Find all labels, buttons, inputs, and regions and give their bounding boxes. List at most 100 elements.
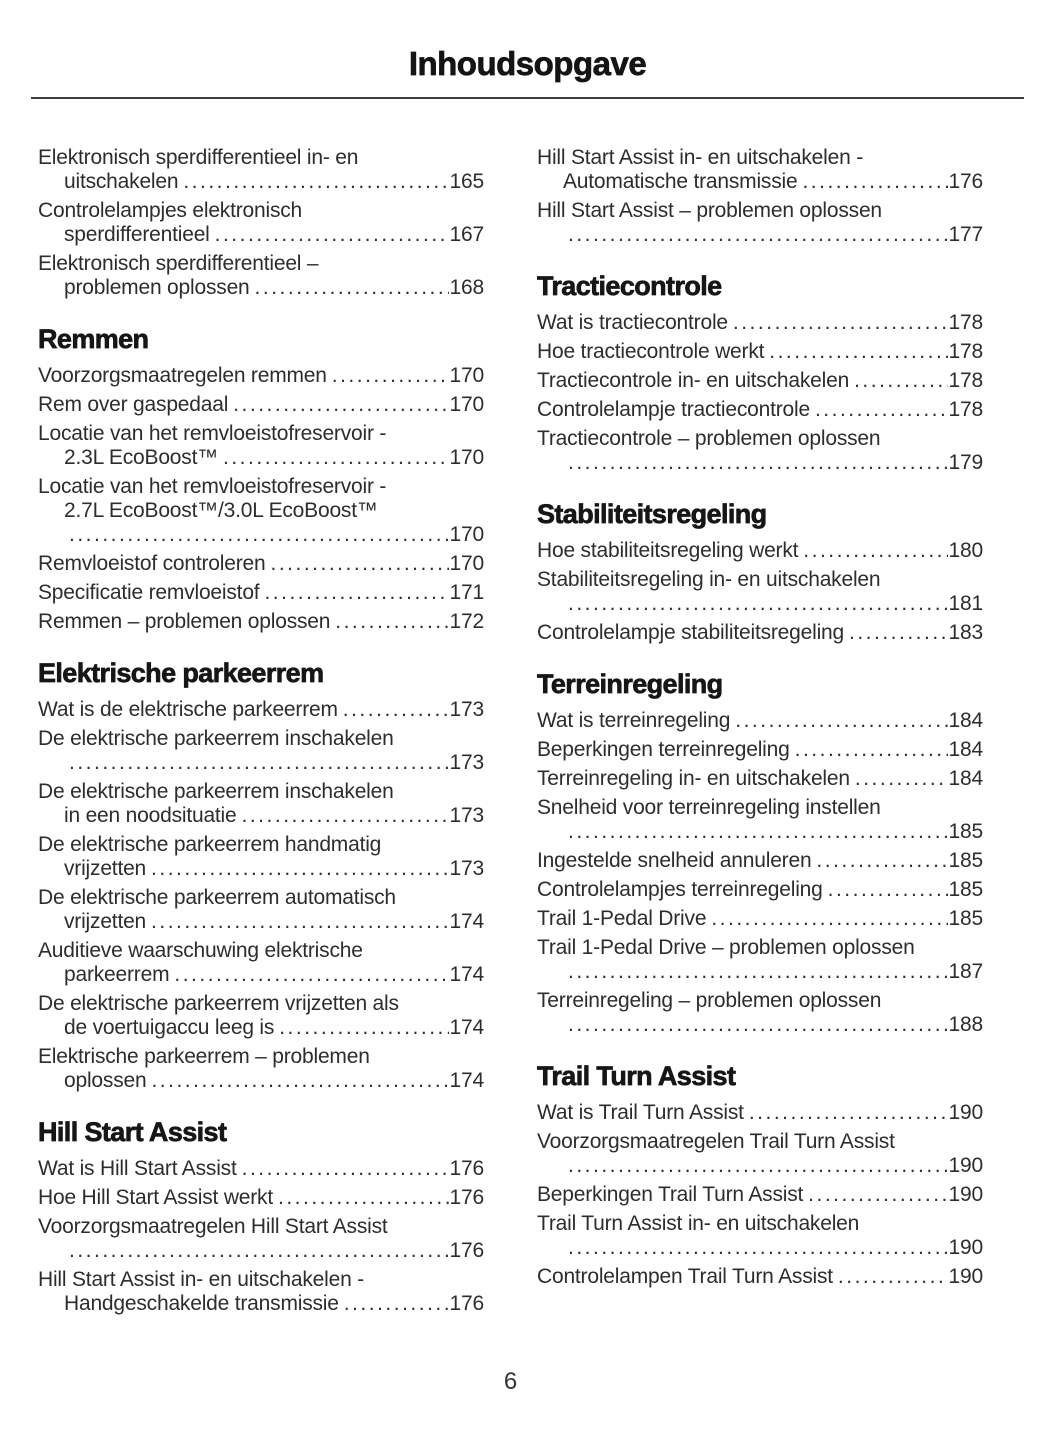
entry-page-number: 174 (449, 963, 485, 986)
entry-page-number: 179 (948, 451, 984, 474)
entry-text: vrijzetten (64, 857, 147, 880)
toc-entry: Controlelampjes terreinregeling 185 (537, 878, 983, 902)
dot-leader (151, 857, 449, 881)
toc-line: 2.7L EcoBoost™/3.0L EcoBoost™ (38, 499, 484, 523)
toc-entry: Controlelampjes elektronisch sperdifferen… (38, 199, 484, 247)
entry-text: De elektrische parkeerrem inschakelen (38, 727, 394, 750)
dot-leader (711, 907, 947, 931)
dot-leader (849, 621, 948, 645)
toc-line: parkeerrem 174 (38, 963, 484, 987)
entry-page-number: 176 (449, 1157, 485, 1180)
entry-page-number: 171 (449, 581, 485, 604)
dot-leader (343, 698, 449, 722)
dot-leader (808, 1183, 947, 1207)
toc-line: Wat is Trail Turn Assist 190 (537, 1101, 983, 1125)
toc-entry: De elektrische parkeerrem handmatig vrijz… (38, 833, 484, 881)
toc-line: Tractiecontrole – problemen oplossen (537, 427, 983, 451)
toc-entry: Beperkingen Trail Turn Assist 190 (537, 1183, 983, 1207)
dot-leader (568, 592, 948, 616)
entry-text: in een noodsituatie (64, 804, 237, 827)
entry-page-number: 170 (449, 364, 485, 387)
entry-page-number: 174 (449, 1069, 485, 1092)
dot-leader (568, 1236, 948, 1260)
entry-text: Specificatie remvloeistof (38, 581, 260, 604)
toc-section: Stabiliteitsregeling Hoe stabiliteitsrege… (537, 499, 984, 645)
toc-entry: Voorzorgsmaatregelen remmen 170 (38, 364, 484, 388)
toc-entry: Hill Start Assist in- en uitschakelen -H… (38, 1268, 484, 1316)
toc-line: Snelheid voor terreinregeling instellen (537, 796, 983, 820)
entry-text: Hoe tractiecontrole werkt (537, 340, 765, 363)
toc-line: Beperkingen Trail Turn Assist 190 (537, 1183, 983, 1207)
toc-line: Rem over gaspedaal 170 (38, 393, 484, 417)
entry-text: Handgeschakelde transmissie (64, 1292, 339, 1315)
toc-line: 190 (537, 1154, 984, 1178)
toc-line: Auditieve waarschuwing elektrische (38, 939, 484, 963)
entry-text: oplossen (64, 1069, 147, 1092)
entry-text: Controlelampje tractiecontrole (537, 398, 810, 421)
toc-entry: Beperkingen terreinregeling 184 (537, 738, 983, 762)
dot-leader (568, 451, 948, 475)
toc-line: 176 (38, 1239, 485, 1263)
toc-line: De elektrische parkeerrem inschakelen (38, 727, 484, 751)
toc-line: vrijzetten 173 (38, 857, 484, 881)
toc-entry: Elektronisch sperdifferentieel in- en uit… (38, 146, 484, 194)
toc-line: 185 (537, 820, 984, 844)
toc-line: Hill Start Assist in- en uitschakelen - (38, 1268, 484, 1292)
entry-page-number: 188 (948, 1013, 984, 1036)
dot-leader (749, 1101, 948, 1125)
dot-leader (242, 1157, 449, 1181)
entry-text: 2.7L EcoBoost™/3.0L EcoBoost™ (64, 499, 378, 522)
toc-entry: Trail 1-Pedal Drive – problemen oplossen… (537, 936, 983, 984)
toc-entry: De elektrische parkeerrem inschakelen 173 (38, 727, 484, 775)
entry-page-number: 170 (449, 446, 485, 469)
toc-entry: Hoe Hill Start Assist werkt 176 (38, 1186, 484, 1210)
toc-entry: Terreinregeling – problemen oplossen 188 (537, 989, 983, 1037)
toc-line: Stabiliteitsregeling in- en uitschakelen (537, 568, 983, 592)
toc-entry: Rem over gaspedaal 170 (38, 393, 484, 417)
toc-line: Trail 1-Pedal Drive – problemen oplossen (537, 936, 983, 960)
entry-page-number: 190 (948, 1183, 984, 1206)
entry-text: Remmen – problemen oplossen (38, 610, 331, 633)
entry-text: Hoe Hill Start Assist werkt (38, 1186, 273, 1209)
entry-page-number: 190 (948, 1154, 984, 1177)
footer-page-number: 6 (503, 1368, 518, 1395)
toc-entry: Elektrische parkeerrem – problemen oploss… (38, 1045, 484, 1093)
toc-line: Controlelampen Trail Turn Assist 190 (537, 1265, 983, 1289)
toc-entry: Wat is terreinregeling 184 (537, 709, 983, 733)
dot-leader (69, 751, 449, 775)
toc-entry: Specificatie remvloeistof 171 (38, 581, 484, 605)
toc-line: Terreinregeling – problemen oplossen (537, 989, 983, 1013)
entry-page-number: 176 (449, 1292, 485, 1315)
entry-text: Locatie van het remvloeistofreservoir - (38, 422, 387, 445)
dot-leader (270, 552, 448, 576)
toc-entry: De elektrische parkeerrem vrijzetten als… (38, 992, 484, 1040)
dot-leader (828, 878, 948, 902)
dot-leader (568, 223, 948, 247)
toc-line: 188 (537, 1013, 984, 1037)
toc-entry: Stabiliteitsregeling in- en uitschakelen… (537, 568, 983, 616)
toc-column-1: Elektronisch sperdifferentieel in- en uit… (38, 146, 485, 1321)
toc-line: Hoe Hill Start Assist werkt 176 (38, 1186, 484, 1210)
entry-text: Wat is Hill Start Assist (38, 1157, 237, 1180)
dot-leader (242, 804, 449, 828)
toc-line: 181 (537, 592, 984, 616)
entry-page-number: 176 (449, 1186, 485, 1209)
entry-page-number: 168 (449, 276, 485, 299)
toc-entry: Trail Turn Assist in- en uitschakelen 190 (537, 1212, 983, 1260)
entry-text: Elektronisch sperdifferentieel in- en (38, 146, 359, 169)
dot-leader (769, 340, 947, 364)
entry-text: Voorzorgsmaatregelen Hill Start Assist (38, 1215, 388, 1238)
entry-page-number: 178 (948, 398, 984, 421)
entry-page-number: 176 (449, 1239, 485, 1262)
entry-text: Beperkingen Trail Turn Assist (537, 1183, 804, 1206)
toc-entry: Wat is de elektrische parkeerrem 173 (38, 698, 484, 722)
toc-entry: Locatie van het remvloeistofreservoir -2… (38, 422, 484, 470)
entry-page-number: 173 (449, 804, 485, 827)
entry-text: Wat is Trail Turn Assist (537, 1101, 744, 1124)
toc-entry: Locatie van het remvloeistofreservoir -2… (38, 475, 484, 547)
entry-page-number: 174 (449, 910, 485, 933)
entry-text: Voorzorgsmaatregelen remmen (38, 364, 327, 387)
entry-text: Tractiecontrole – problemen oplossen (537, 427, 881, 450)
entry-text: De elektrische parkeerrem automatisch (38, 886, 396, 909)
toc-line: Controlelampjes terreinregeling 185 (537, 878, 983, 902)
